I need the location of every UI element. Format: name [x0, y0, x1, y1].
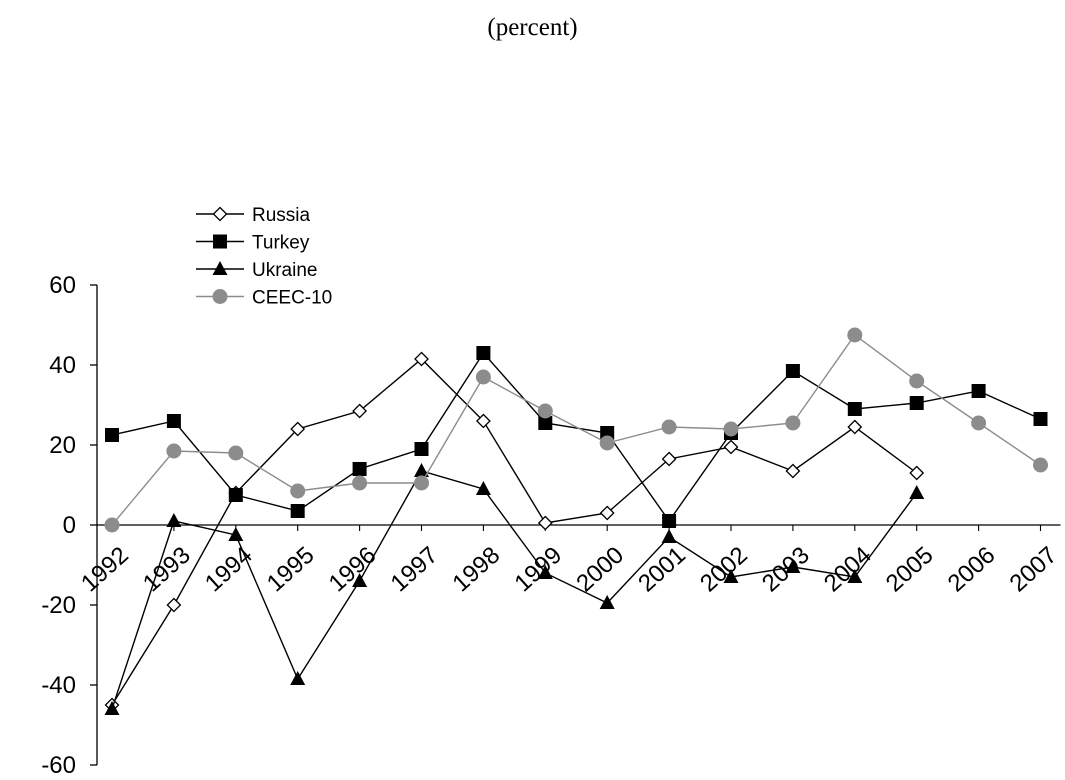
legend-marker-russia: [212, 206, 228, 222]
data-point-russia: [661, 451, 677, 467]
x-tick-label: 1998: [448, 542, 506, 598]
data-point-ceec-10: [723, 421, 739, 437]
data-point-ukraine: [166, 513, 182, 527]
data-point-ceec-10: [352, 475, 368, 491]
data-point-russia: [290, 421, 306, 437]
data-point-russia: [352, 403, 368, 419]
data-point-ukraine: [104, 701, 120, 715]
x-tick-label: 1999: [509, 542, 567, 598]
series-line-ukraine: [111, 470, 918, 710]
series-line-turkey: [111, 351, 1041, 523]
data-point-turkey: [476, 346, 491, 360]
data-point-ukraine: [352, 573, 368, 587]
data-point-turkey: [662, 514, 677, 528]
data-point-russia: [909, 465, 925, 481]
data-point-ukraine: [661, 529, 677, 543]
data-point-turkey: [352, 462, 367, 476]
data-point-ceec-10: [785, 415, 801, 431]
data-point-russia: [166, 597, 182, 613]
series-line-ceec-10: [111, 334, 1041, 526]
data-point-ceec-10: [475, 369, 491, 385]
legend-label-turkey: Turkey: [252, 233, 310, 254]
data-point-turkey: [785, 364, 800, 378]
y-tick-label: -60: [41, 752, 76, 779]
data-point-ceec-10: [909, 373, 925, 389]
chart-subtitle: (percent): [487, 14, 578, 41]
data-point-ukraine: [599, 595, 615, 609]
data-point-ukraine: [909, 485, 925, 499]
data-point-ceec-10: [228, 445, 244, 461]
x-tick-label: 2001: [633, 542, 691, 598]
legend-marker-ukraine: [212, 261, 228, 275]
data-point-ceec-10: [847, 327, 863, 343]
data-point-ceec-10: [599, 435, 615, 451]
data-point-ukraine: [414, 463, 429, 477]
data-point-turkey: [290, 504, 305, 518]
data-point-ceec-10: [166, 443, 182, 459]
data-point-turkey: [909, 396, 924, 410]
x-tick-label: 1992: [76, 542, 134, 598]
y-tick-label: 40: [49, 352, 76, 379]
data-point-russia: [475, 413, 491, 429]
y-tick-label: 0: [63, 512, 76, 539]
data-point-ceec-10: [971, 415, 987, 431]
data-point-russia: [414, 351, 429, 367]
x-tick-label: 1997: [386, 542, 444, 598]
x-tick-label: 1995: [262, 542, 320, 598]
data-point-ceec-10: [537, 403, 553, 419]
legend-label-russia: Russia: [252, 205, 311, 226]
data-point-ukraine: [475, 481, 491, 495]
data-point-turkey: [538, 416, 553, 430]
data-point-ceec-10: [661, 419, 677, 435]
series-line-russia: [111, 358, 918, 706]
data-point-ukraine: [785, 559, 801, 573]
data-point-turkey: [414, 442, 429, 456]
data-point-turkey: [1033, 412, 1048, 426]
data-point-ceec-10: [414, 475, 429, 491]
data-point-ceec-10: [104, 517, 120, 533]
x-tick-label: 1994: [200, 542, 258, 598]
x-tick-label: 2006: [943, 542, 1001, 598]
y-tick-label: 20: [49, 432, 76, 459]
data-point-russia: [599, 505, 615, 521]
y-tick-label: -40: [41, 672, 76, 699]
data-point-turkey: [166, 414, 181, 428]
legend-marker-ceec-10: [212, 289, 228, 304]
x-tick-label: 2002: [695, 542, 753, 598]
data-point-turkey: [105, 428, 119, 442]
data-point-ukraine: [228, 527, 244, 541]
x-tick-label: 2005: [881, 542, 939, 598]
data-point-russia: [847, 419, 863, 435]
data-point-russia: [785, 463, 801, 479]
data-point-ukraine: [723, 569, 739, 583]
legend-label-ceec-10: CEEC-10: [252, 288, 332, 309]
x-tick-label: 1993: [138, 542, 196, 598]
data-point-turkey: [847, 402, 862, 416]
data-point-turkey: [228, 488, 243, 502]
legend-marker-turkey: [213, 234, 227, 249]
y-tick-label: -20: [41, 592, 76, 619]
x-tick-label: 2007: [1005, 542, 1063, 598]
x-tick-label: 1996: [324, 542, 382, 598]
data-point-turkey: [971, 384, 986, 398]
legend-label-ukraine: Ukraine: [252, 260, 317, 281]
data-point-ceec-10: [290, 483, 306, 499]
data-point-russia: [723, 439, 739, 455]
y-tick-label: 60: [49, 272, 76, 299]
data-point-ukraine: [290, 671, 306, 685]
data-point-ukraine: [847, 569, 863, 583]
data-point-ukraine: [537, 565, 553, 579]
x-tick-label: 2004: [819, 542, 877, 598]
data-point-russia: [537, 515, 553, 531]
data-point-ceec-10: [1033, 457, 1048, 473]
